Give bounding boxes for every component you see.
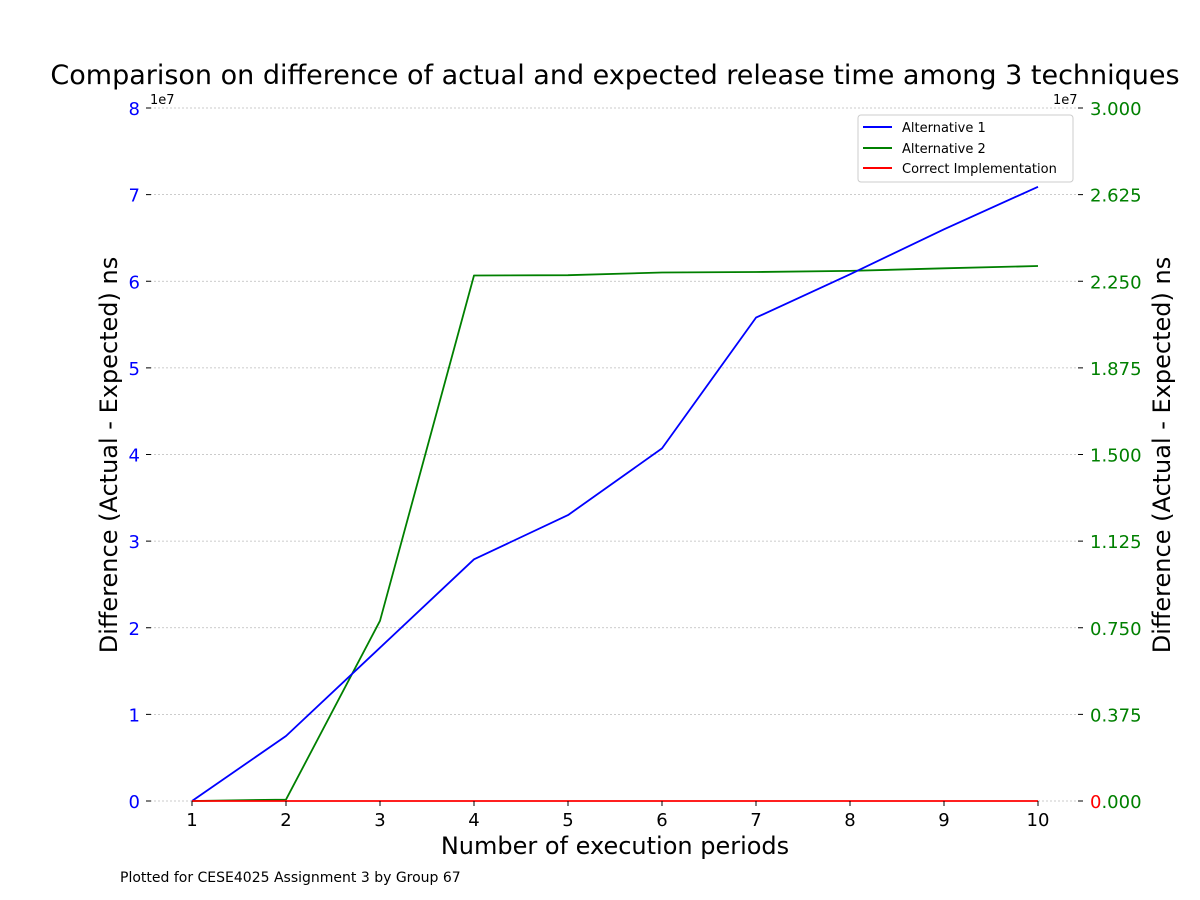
chart-title: Comparison on difference of actual and e…	[50, 60, 1179, 91]
x-tick-label: 5	[562, 810, 573, 831]
legend-label-alternative-2: Alternative 2	[902, 142, 986, 157]
x-tick-label: 4	[468, 810, 479, 831]
x-tick-label: 1	[186, 810, 197, 831]
left-axis-ticks: 0 1 2 3 4 5 6 7 8	[129, 99, 151, 813]
x-tick-label: 7	[750, 810, 761, 831]
x-tick-label: 9	[938, 810, 949, 831]
x-axis-ticks: 1 2 3 4 5 6 7 8 9 10	[186, 801, 1049, 831]
left-tick-label: 2	[129, 619, 140, 640]
legend: Alternative 1 Alternative 2 Correct Impl…	[857, 114, 1074, 183]
left-tick-label: 3	[129, 532, 140, 553]
right-tick-label: 1.500	[1090, 446, 1142, 467]
legend-box	[857, 114, 1074, 183]
left-tick-label: 5	[129, 359, 140, 380]
right-tick-label: 0.375	[1090, 705, 1142, 726]
left-tick-label: 4	[129, 446, 140, 467]
left-tick-label: 1	[129, 705, 140, 726]
footer-note: Plotted for CESE4025 Assignment 3 by Gro…	[120, 870, 461, 886]
x-axis-label: Number of execution periods	[441, 832, 789, 860]
left-tick-label: 7	[129, 186, 140, 207]
x-tick-label: 2	[280, 810, 291, 831]
left-axis-multiplier: 1e7	[150, 93, 175, 108]
legend-label-alternative-1: Alternative 1	[902, 121, 986, 136]
right-tick-label: 1.875	[1090, 359, 1142, 380]
right-axis-multiplier: 1e7	[1053, 93, 1078, 108]
right-tick-label: 0.000	[1090, 792, 1142, 813]
right-tick-label: 1.125	[1090, 532, 1142, 553]
series-line-alternative-1	[191, 185, 1039, 802]
series-line-alternative-2	[191, 265, 1039, 802]
series-lines	[191, 185, 1039, 802]
right-axis-ticks: 0.000 0.375 0.750 1.125 1.500 1.875 2.250 2.625…	[1078, 99, 1142, 813]
left-tick-label: 0	[129, 792, 140, 813]
grid-lines	[146, 107, 1083, 802]
x-tick-label: 3	[374, 810, 385, 831]
x-tick-label: 10	[1027, 810, 1050, 831]
right-tick-label: 3.000	[1090, 99, 1142, 120]
right-tick-label: 0.750	[1090, 619, 1142, 640]
x-tick-label: 8	[844, 810, 855, 831]
x-tick-label: 6	[656, 810, 667, 831]
right-y-axis-label: Difference (Actual - Expected) ns	[1148, 257, 1176, 654]
left-tick-label: 8	[129, 99, 140, 120]
left-y-axis-label: Difference (Actual - Expected) ns	[95, 257, 123, 654]
left-tick-label: 6	[129, 272, 140, 293]
legend-label-correct-implementation: Correct Implementation	[902, 162, 1057, 177]
right-tick-label: 2.625	[1090, 186, 1142, 207]
right-tick-label: 2.250	[1090, 272, 1142, 293]
